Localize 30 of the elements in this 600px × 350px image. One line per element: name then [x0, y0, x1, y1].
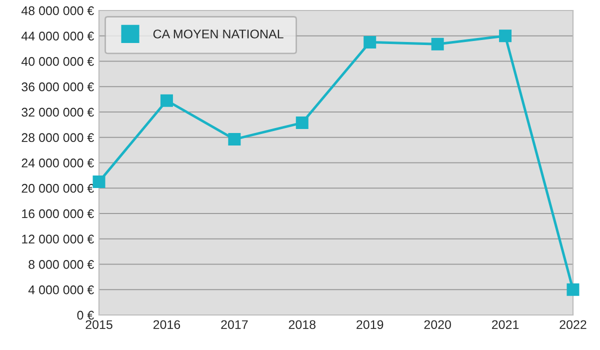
y-tick-label: 0 € — [77, 310, 94, 320]
x-tick-label: 2018 — [288, 320, 316, 330]
x-tick-label: 2016 — [153, 320, 180, 330]
y-tick-label: 20 000 000 € — [22, 184, 94, 193]
y-tick-label: 12 000 000 € — [22, 234, 94, 244]
x-tick-label: 2021 — [492, 320, 519, 330]
x-tick-label: 2022 — [560, 320, 586, 330]
y-tick-label: 4 000 000 € — [28, 285, 94, 294]
point — [228, 133, 241, 146]
y-tick-label: 8 000 000 € — [28, 260, 94, 269]
point — [92, 176, 106, 188]
x-tick-label: 2017 — [221, 320, 248, 330]
x-tick-label: 2019 — [356, 320, 384, 330]
y-tick-label: 36 000 000 € — [22, 82, 94, 92]
y-tick-label: 24 000 000 € — [22, 158, 94, 168]
x-tick-label: 2015 — [86, 320, 112, 330]
point — [296, 116, 308, 130]
point — [364, 36, 376, 48]
y-tick-label: 44 000 000 € — [21, 32, 94, 41]
y-tick-label: 32 000 000 € — [22, 108, 94, 117]
y-tick-label: 16 000 000 € — [22, 209, 94, 218]
legend-label: CA MOYEN NATIONAL — [153, 30, 284, 38]
point — [499, 30, 512, 42]
y-tick-label: 28 000 000 € — [22, 133, 94, 142]
y-tick-label: 40 000 000 € — [21, 57, 94, 66]
point — [160, 94, 173, 107]
x-tick-label: 2020 — [424, 320, 451, 330]
point — [566, 283, 580, 296]
y-tick-label: 48 000 000 € — [21, 6, 94, 16]
point — [431, 38, 444, 50]
